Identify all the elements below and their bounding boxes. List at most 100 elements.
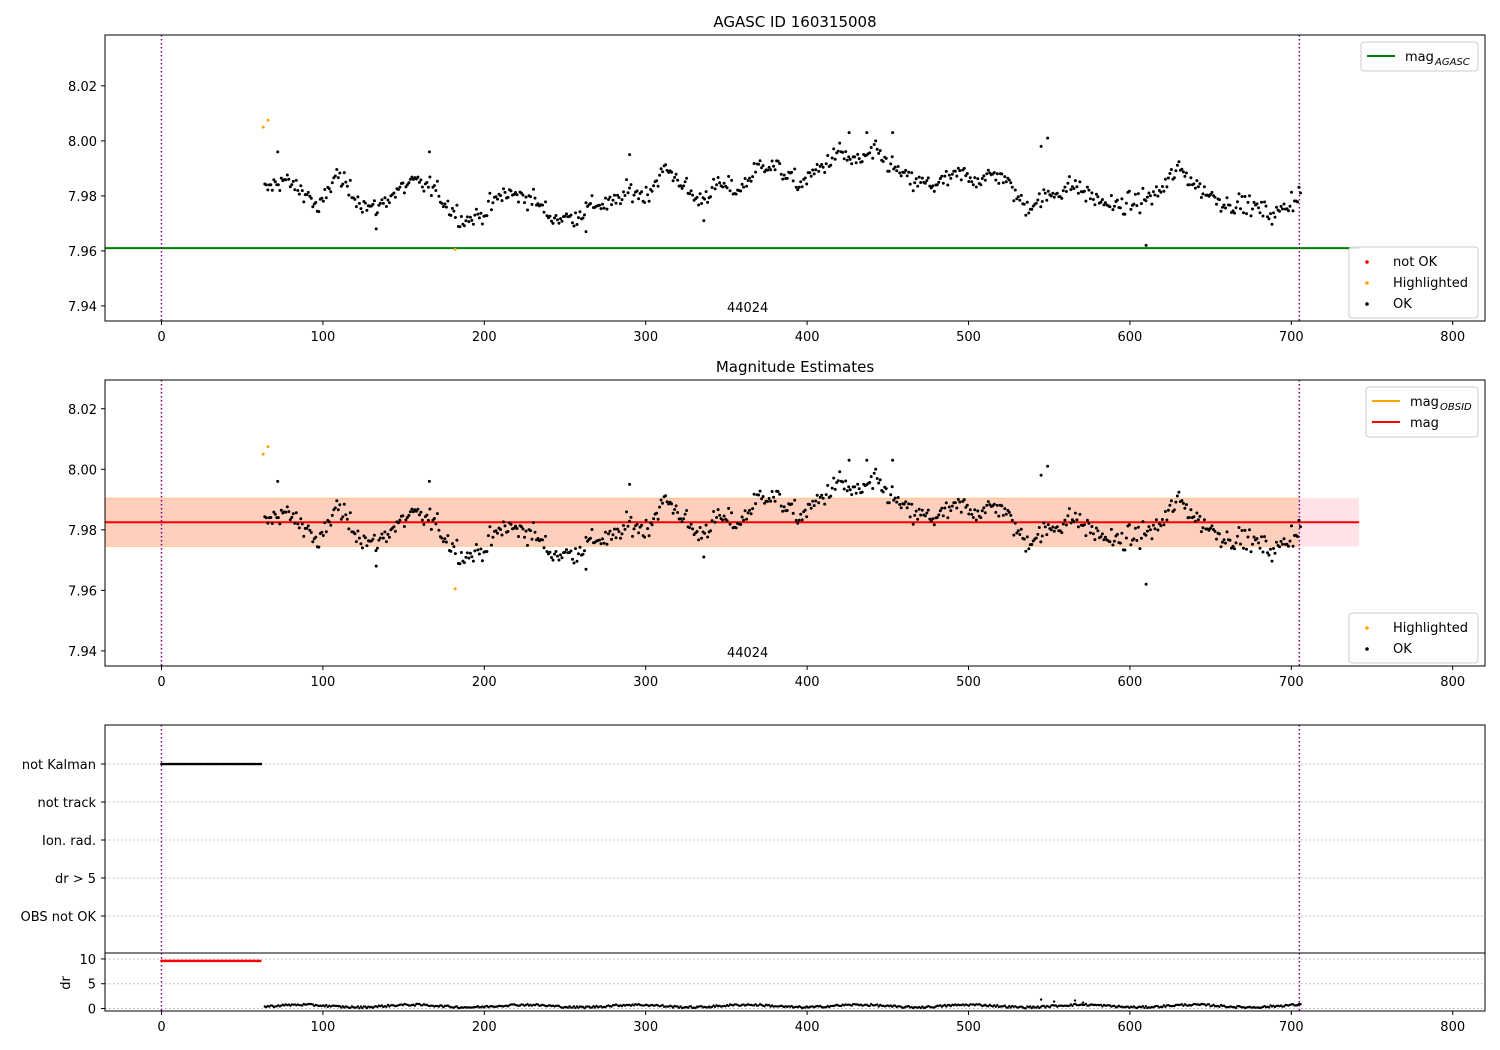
ok-point (640, 190, 644, 194)
ok-point (1118, 541, 1122, 545)
ok-point (491, 201, 495, 205)
x-tick-label: 100 (310, 1020, 335, 1035)
ok-point (1187, 516, 1191, 519)
ok-point (335, 499, 339, 503)
ok-point (902, 171, 906, 174)
ok-point (943, 506, 947, 510)
ok-point (1162, 189, 1166, 193)
ok-point (1141, 520, 1145, 524)
ok-point (435, 512, 439, 516)
ok-point (635, 189, 639, 193)
ok-point (716, 508, 720, 512)
ok-point (320, 196, 324, 200)
ok-point (838, 141, 842, 145)
ok-point (572, 224, 576, 228)
dr-point (987, 1005, 990, 1008)
ok-point (428, 507, 432, 511)
ok-point (706, 200, 710, 204)
ok-point (468, 551, 472, 555)
ok-point (920, 176, 924, 180)
ok-point (646, 527, 650, 531)
ok-point (725, 519, 729, 523)
not-kalman-point (243, 762, 247, 766)
ok-point (383, 196, 387, 200)
dr-point (413, 1004, 417, 1007)
ok-point (290, 183, 294, 187)
ok-point (515, 527, 519, 530)
ok-point (300, 522, 304, 526)
ok-point (923, 181, 927, 185)
ok-point (440, 201, 444, 205)
ok-point (1245, 212, 1248, 216)
ok-point (432, 184, 436, 188)
ok-point (1184, 171, 1188, 175)
ok-point (1024, 549, 1028, 553)
ok-point (785, 176, 789, 180)
ok-point (1103, 201, 1107, 205)
ok-point (904, 168, 908, 172)
ok-point (434, 189, 438, 192)
ok-point (947, 173, 951, 177)
ok-point (1249, 550, 1253, 554)
not-kalman-point (252, 762, 256, 766)
highlighted-point (266, 118, 270, 122)
ok-point (1234, 206, 1238, 210)
ok-point (584, 230, 588, 234)
ok-point (616, 527, 619, 531)
legend-marker-0 (1365, 626, 1369, 630)
x-tick-label: 0 (157, 1020, 165, 1035)
ok-point (841, 150, 845, 154)
ok-point (847, 155, 851, 159)
ok-point (1296, 200, 1299, 204)
not-kalman-point (202, 762, 206, 766)
not-kalman-point (217, 762, 220, 766)
dr-point (418, 1002, 421, 1006)
ok-point (480, 222, 484, 226)
ok-point (1237, 526, 1241, 529)
ok-point (1009, 513, 1013, 517)
dr-point (671, 1006, 675, 1009)
ok-point (1094, 526, 1098, 530)
ok-point (517, 200, 520, 204)
ok-point (1159, 190, 1163, 194)
ok-point (968, 176, 972, 180)
ok-point (983, 178, 987, 182)
legend-label-subscript: AGASC (1434, 57, 1470, 68)
dr-point (767, 1003, 771, 1007)
ok-point (1165, 518, 1169, 522)
ok-point (941, 181, 945, 185)
ok-point (1087, 188, 1091, 192)
ok-point (832, 476, 836, 480)
panel-dr: 0 100 200 300 400 500 600 700 800 0 5 10 dr (59, 952, 1486, 1035)
dr-point (359, 1005, 363, 1008)
ok-point (865, 131, 869, 135)
ok-point (1010, 185, 1014, 189)
ok-point (1224, 541, 1227, 545)
ok-point (347, 527, 351, 531)
flag-label: not track (37, 796, 96, 811)
ok-point (968, 508, 972, 512)
ok-point (393, 529, 397, 533)
dr-point (1113, 1004, 1116, 1007)
ok-point (758, 159, 762, 163)
ok-point (269, 516, 273, 519)
not-kalman-point (208, 762, 211, 766)
ok-point (778, 492, 782, 496)
ok-point (278, 522, 282, 526)
ok-point (470, 555, 474, 559)
ok-point (808, 171, 812, 175)
ok-point (926, 508, 930, 512)
ok-point (1272, 211, 1275, 215)
y-tick-label: 7.98 (68, 524, 97, 539)
ok-point (1147, 525, 1151, 529)
ok-point (1129, 207, 1133, 211)
ok-point (1198, 182, 1202, 186)
ok-point (661, 501, 665, 505)
dr-point (1144, 1005, 1148, 1008)
ok-point (1225, 196, 1229, 200)
dr-point (1081, 1001, 1085, 1004)
ok-point (1000, 504, 1004, 508)
ok-point (1234, 541, 1238, 545)
ok-point (288, 518, 292, 522)
ok-point (1236, 200, 1239, 204)
